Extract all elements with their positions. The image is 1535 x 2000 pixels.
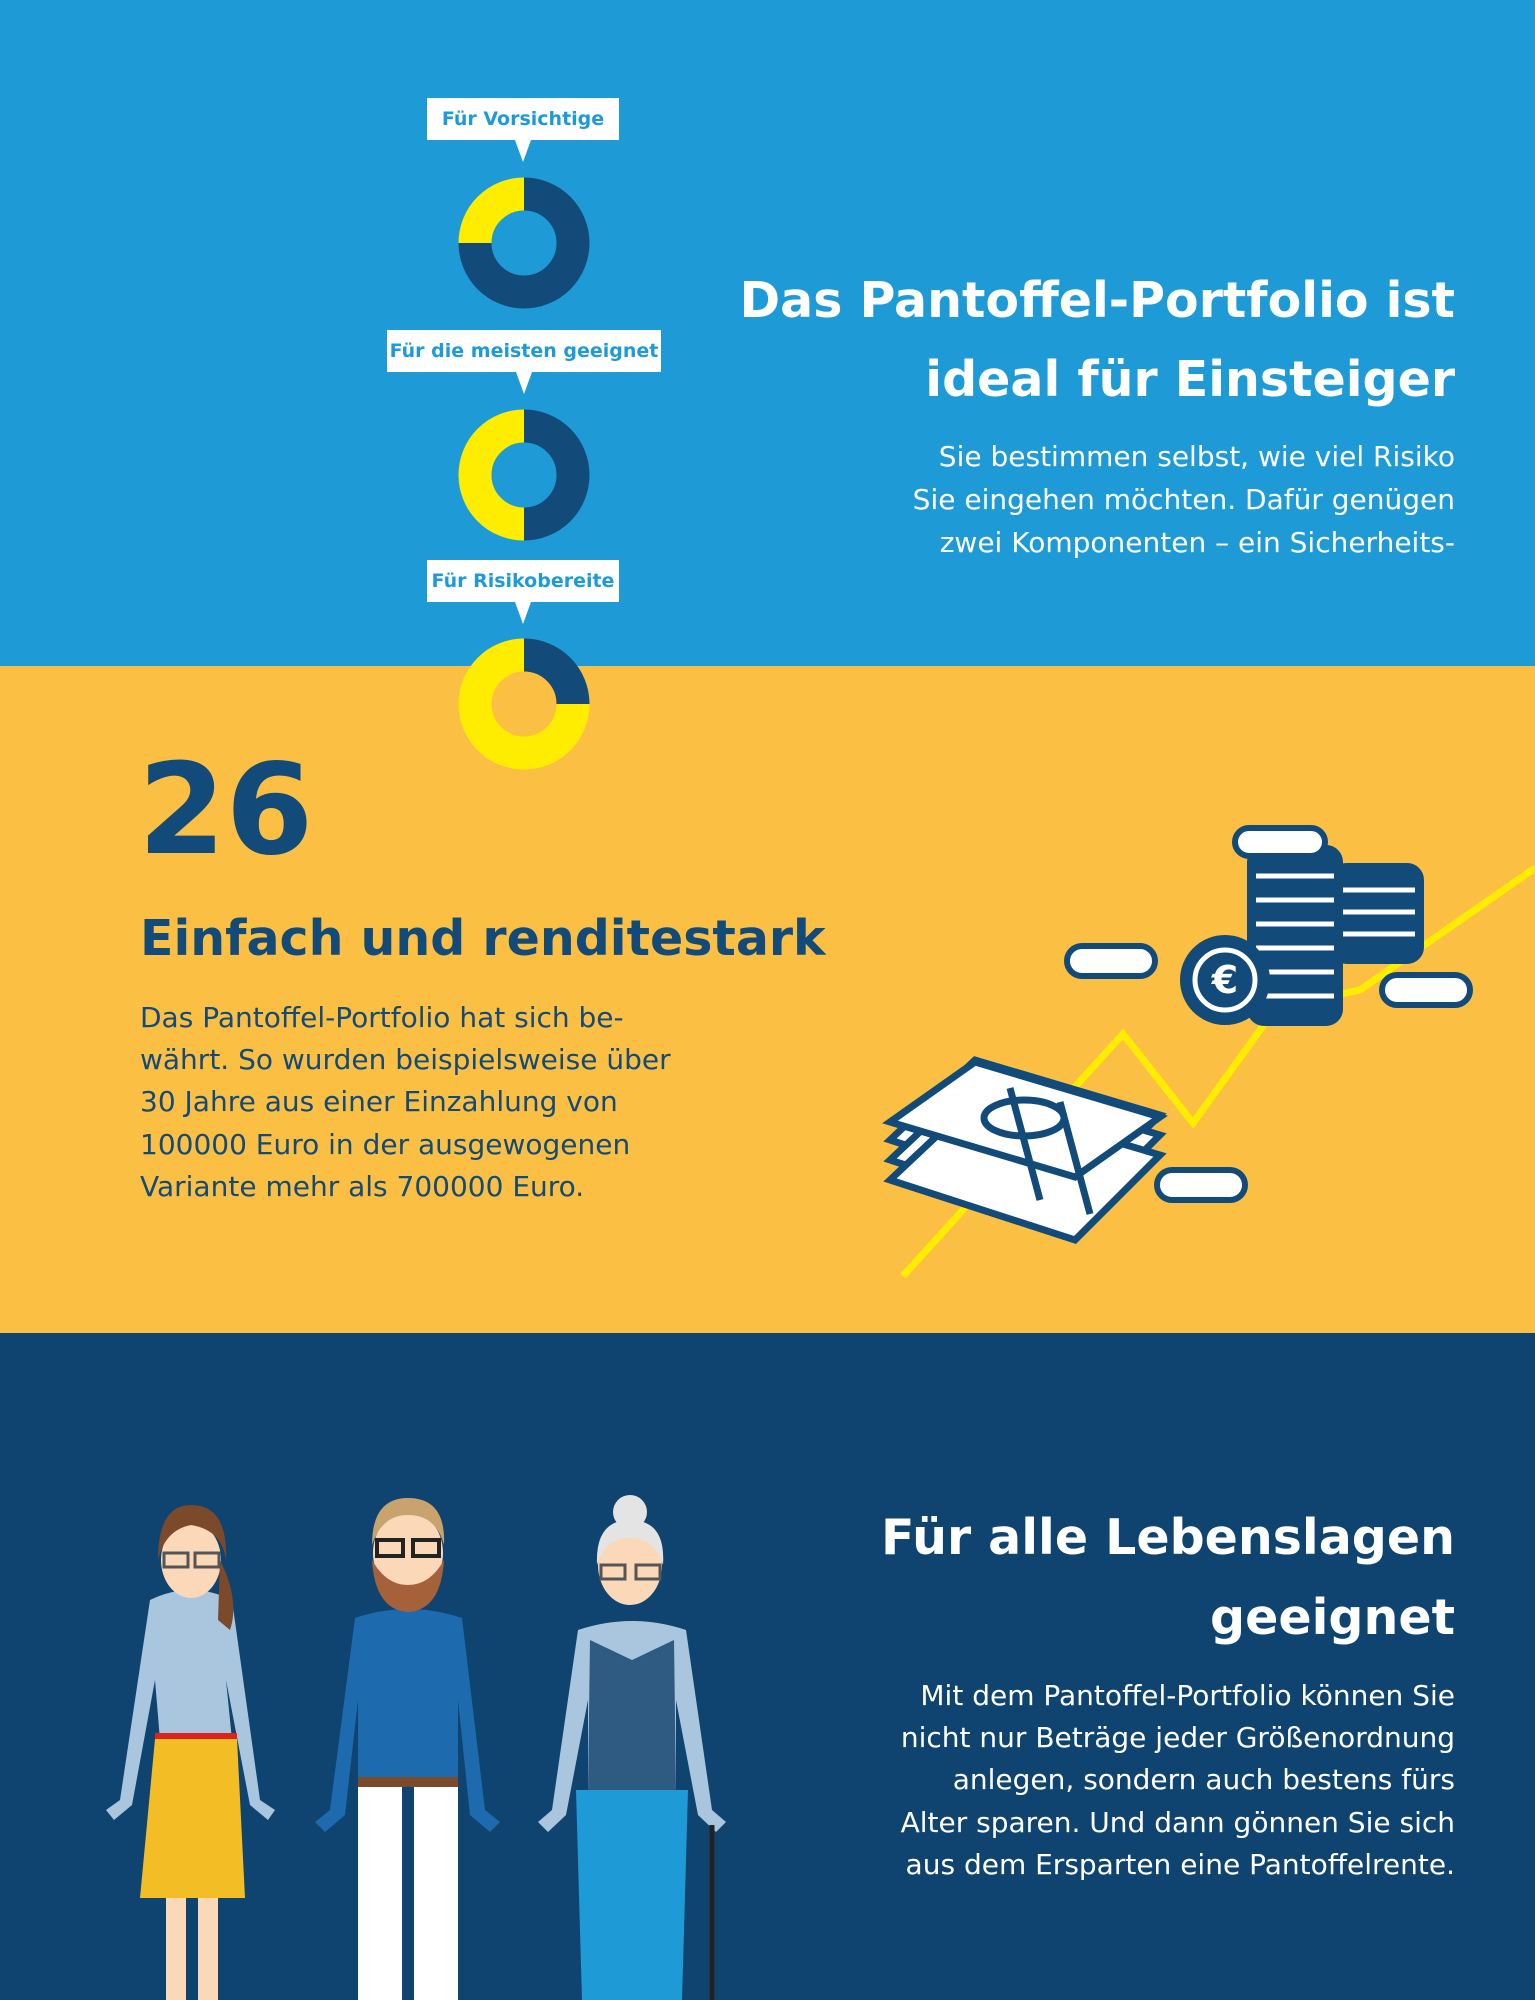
banknotes-icon (882, 1056, 1168, 1244)
portfolio-body-line: zwei Komponenten – ein Sicherheits- (939, 526, 1455, 559)
portfolio-body-line: Sie bestimmen selbst, wie viel Risiko (938, 440, 1455, 473)
euro-icon: € (1211, 958, 1238, 1002)
donut-slice-navy (523, 409, 590, 541)
donut-label-risk: Für Risikobereite (427, 560, 619, 624)
portfolio-title-line: ideal für Einsteiger (925, 351, 1455, 408)
returns-title: Einfach und renditestark (140, 910, 826, 967)
life-body-line: Alter sparen. Und dann gönnen Sie sich (900, 1806, 1455, 1839)
donut-slice-yellow (458, 409, 525, 541)
donut-label-cautious: Für Vorsichtige (427, 98, 619, 162)
returns-body-line: 30 Jahre aus einer Einzahlung von (140, 1085, 618, 1118)
life-title-line: geeignet (1210, 1589, 1455, 1646)
senior-figure (538, 1495, 726, 2000)
portfolio-title-line: Das Pantoffel-Portfolio ist (739, 272, 1455, 329)
rising-line (900, 865, 1535, 1279)
woman-figure (106, 1505, 275, 2000)
life-body-line: Mit dem Pantoffel-Portfolio können Sie (920, 1679, 1455, 1712)
donut-slice-yellow (458, 638, 590, 770)
life-body-line: anlegen, sondern auch bestens fürs (952, 1763, 1455, 1796)
returns-body-line: währt. So wurden beispielsweise über (140, 1043, 671, 1076)
portfolio-body-line: Sie eingehen möchten. Dafür genügen (912, 483, 1455, 516)
man-figure (315, 1498, 500, 2000)
portfolio-section (0, 0, 1535, 666)
returns-number: 26 (138, 736, 314, 883)
life-body-line: aus dem Ersparten eine Pantoffelrente. (905, 1848, 1455, 1881)
donut-slice-yellow (458, 177, 525, 244)
donut-slice-navy (458, 177, 590, 309)
life-title-line: Für alle Lebenslagen (881, 1509, 1455, 1566)
donut-label-most: Für die meisten geeignet (387, 330, 661, 394)
life-section (0, 1333, 1535, 2000)
coins-icon (1064, 825, 1473, 1203)
donut-slice-navy (523, 638, 590, 705)
returns-body-line: Das Pantoffel-Portfolio hat sich be- (140, 1001, 624, 1034)
returns-body-line: Variante mehr als 700000 Euro. (140, 1170, 585, 1203)
returns-body-line: 100000 Euro in der ausgewogenen (140, 1128, 631, 1161)
life-body-line: nicht nur Beträge jeder Größenordnung (900, 1721, 1455, 1754)
